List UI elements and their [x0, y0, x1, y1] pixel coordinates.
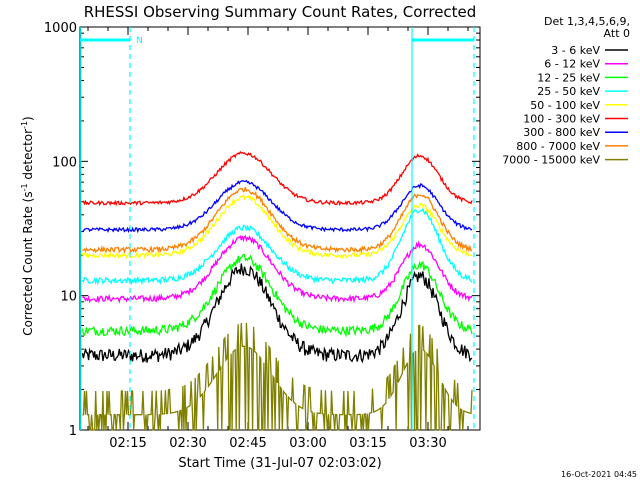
- svg-text:Corrected Count Rate (s-1 dete: Corrected Count Rate (s-1 detector-1): [20, 116, 35, 335]
- y-axis-label-end: ): [21, 116, 35, 121]
- interval-bar-label: N: [136, 36, 143, 46]
- series-line: [82, 234, 473, 304]
- plot-area: 1 10 100 1000 02:15 02:30 02:45 03:00 03:15 03:30…: [44, 21, 481, 451]
- x-axis-label: Start Time (31-Jul-07 02:03:02): [178, 456, 381, 471]
- chart-title: RHESSI Observing Summary Count Rates, Co…: [84, 3, 477, 21]
- series-line: [82, 179, 473, 234]
- legend-header-line: Det 1,3,4,5,6,9,: [544, 15, 630, 28]
- series-line: [82, 150, 473, 207]
- legend-entry-label: 7000 - 15000 keV: [502, 154, 600, 167]
- y-axis-label-sup1: -1: [20, 183, 29, 191]
- legend-header-line: Att 0: [604, 27, 630, 40]
- x-tick-label: 03:00: [289, 436, 326, 451]
- series-line: [82, 186, 473, 255]
- legend-entry-label: 25 - 50 keV: [537, 85, 600, 98]
- legend-entry-label: 50 - 100 keV: [530, 99, 600, 112]
- y-tick-label: 10: [60, 290, 77, 305]
- x-tick-label: 03:30: [409, 436, 446, 451]
- legend-entry-label: 800 - 7000 keV: [516, 140, 600, 153]
- legend-entry-label: 300 - 800 keV: [523, 126, 600, 139]
- series-line: [82, 322, 473, 431]
- series-line: [81, 263, 473, 364]
- x-tick-label: 02:45: [229, 436, 266, 451]
- y-tick-label: 1000: [44, 21, 77, 36]
- series-line: [81, 207, 473, 286]
- legend-entry-label: 100 - 300 keV: [523, 113, 600, 126]
- legend-entry-label: 12 - 25 keV: [537, 71, 600, 84]
- y-axis-label-main: Corrected Count Rate (s: [21, 191, 35, 335]
- plot-frame: [79, 26, 481, 431]
- footer-timestamp: 16-Oct-2021 04:45: [561, 470, 637, 479]
- x-tick-label: 03:15: [349, 436, 386, 451]
- y-axis-label: Corrected Count Rate (s-1 detector-1): [20, 116, 35, 335]
- series-line: [81, 253, 473, 338]
- y-tick-label: 100: [52, 155, 77, 170]
- x-tick-label: 02:15: [109, 436, 146, 451]
- y-axis-label-sup2: -1: [20, 121, 29, 129]
- legend-entry-label: 3 - 6 keV: [551, 44, 600, 57]
- x-tick-label: 02:30: [169, 436, 206, 451]
- y-tick-label: 1: [69, 424, 77, 439]
- legend-entry-label: 6 - 12 keV: [544, 58, 600, 71]
- y-axis-label-mid: detector: [21, 129, 35, 184]
- series-line: [81, 193, 473, 260]
